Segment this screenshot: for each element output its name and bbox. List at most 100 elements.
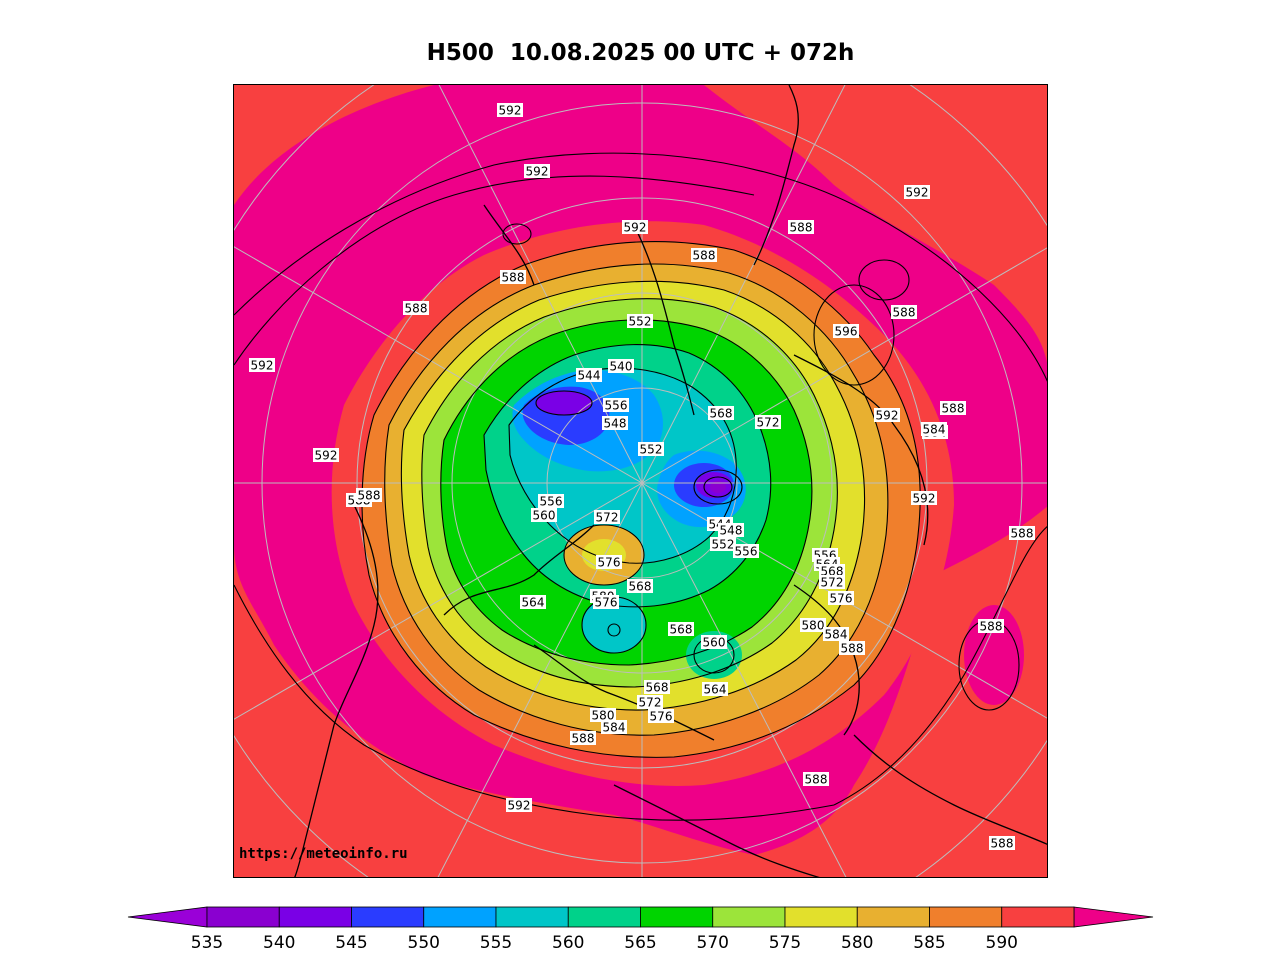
contour-label-text: 592 [526, 165, 549, 179]
contour-label: 592 [313, 448, 339, 463]
contour-label-text: 584 [825, 628, 848, 642]
contour-label-text: 588 [358, 489, 381, 503]
colorbar-bin [424, 907, 496, 927]
colorbar-bin [857, 907, 929, 927]
contour-label: 564 [702, 682, 728, 697]
contour-label-text: 560 [533, 509, 556, 523]
contour-label-text: 588 [980, 620, 1003, 634]
contour-label-text: 552 [712, 538, 735, 552]
contour-label-text: 588 [1011, 527, 1034, 541]
contour-label-text: 588 [572, 732, 595, 746]
colorbar-tick-label: 555 [480, 933, 512, 953]
contour-label-text: 564 [522, 596, 545, 610]
contour-label-text: 568 [646, 681, 669, 695]
contour-label: 564 [520, 595, 546, 610]
contour-label-text: 552 [640, 443, 663, 457]
contour-label: 552 [627, 314, 653, 329]
contour-label-text: 592 [251, 359, 274, 373]
contour-label: 576 [648, 709, 674, 724]
contour-label: 548 [718, 523, 744, 538]
colorbar-bin [568, 907, 640, 927]
contour-label: 580 [800, 618, 826, 633]
contour-label: 584 [823, 627, 849, 642]
contour-label-text: 556 [735, 545, 758, 559]
contour-label: 560 [531, 508, 557, 523]
contour-label-text: 588 [841, 642, 864, 656]
contour-label: 572 [755, 415, 781, 430]
contour-label: 556 [538, 494, 564, 509]
colorbar-bin [1002, 907, 1074, 927]
colorbar-tick-label: 550 [408, 933, 440, 953]
colorbar-tick-label: 570 [697, 933, 729, 953]
colorbar-under-arrow [128, 907, 207, 927]
colorbar-tick-label: 560 [552, 933, 584, 953]
colorbar-bin [785, 907, 857, 927]
contour-label: 556 [733, 544, 759, 559]
contour-label-text: 588 [991, 837, 1014, 851]
contour-label: 588 [978, 619, 1004, 634]
contour-label-text: 572 [821, 576, 844, 590]
contour-label: 548 [602, 416, 628, 431]
contour-label: 592 [524, 164, 550, 179]
contour-label-text: 548 [720, 524, 743, 538]
contour-label: 568 [668, 622, 694, 637]
contour-label-text: 576 [595, 596, 618, 610]
contour-label-text: 564 [704, 683, 727, 697]
contour-label-text: 588 [790, 221, 813, 235]
contour-label: 552 [638, 442, 664, 457]
contour-label-text: 588 [893, 306, 916, 320]
contour-label-text: 576 [598, 556, 621, 570]
contour-label-text: 592 [876, 409, 899, 423]
colorbar-bin [352, 907, 424, 927]
contour-label: 552 [710, 537, 736, 552]
contour-label: 592 [249, 358, 275, 373]
contour-label-text: 576 [650, 710, 673, 724]
contour-label: 576 [828, 591, 854, 606]
contour-label-text: 544 [578, 369, 601, 383]
contour-label: 588 [570, 731, 596, 746]
contour-label-text: 588 [405, 302, 428, 316]
colorbar-tick-label: 535 [191, 933, 223, 953]
contour-label: 572 [594, 510, 620, 525]
contour-label-text: 576 [830, 592, 853, 606]
contour-label: 576 [596, 555, 622, 570]
contour-label: 572 [637, 695, 663, 710]
contour-label: 560 [701, 635, 727, 650]
contour-label-text: 556 [540, 495, 563, 509]
colorbar-over-arrow [1074, 907, 1153, 927]
colorbar-tick-label: 585 [913, 933, 945, 953]
colorbar-bin [279, 907, 351, 927]
geopotential-map: 5925925885925885925925885885925845565525… [233, 84, 1048, 878]
contour-label: 540 [608, 359, 634, 374]
contour-label-text: 568 [710, 407, 733, 421]
contour-label: 588 [788, 220, 814, 235]
contour-label-text: 548 [604, 417, 627, 431]
contour-label-text: 580 [802, 619, 825, 633]
contour-label: 588 [803, 772, 829, 787]
contour-label: 588 [891, 305, 917, 320]
contour-label-text: 592 [499, 104, 522, 118]
contour-label: 596 [833, 324, 859, 339]
contour-label: 588 [403, 301, 429, 316]
colorbar-tick-label: 545 [335, 933, 367, 953]
contour-label-text: 568 [670, 623, 693, 637]
contour-label-text: 572 [757, 416, 780, 430]
contour-label: 588 [691, 248, 717, 263]
contour-label-text: 540 [610, 360, 633, 374]
contour-label: 592 [497, 103, 523, 118]
contour-label: 588 [1009, 526, 1035, 541]
contour-label: 592 [506, 798, 532, 813]
contour-label: 584 [921, 422, 947, 437]
contour-label: 592 [874, 408, 900, 423]
contour-label-text: 584 [603, 721, 626, 735]
contour-label-text: 572 [596, 511, 619, 525]
colorbar: 535 540 545 550 555 560 565 570 575 580 585 590 [0, 900, 1281, 963]
contour-label-text: 560 [703, 636, 726, 650]
colorbar-bin [207, 907, 279, 927]
colorbar-tick-labels: 535 540 545 550 555 560 565 570 575 580 585 590 [191, 933, 1018, 953]
colorbar-tick-label: 590 [986, 933, 1018, 953]
contour-label-text: 596 [835, 325, 858, 339]
contour-label: 592 [911, 491, 937, 506]
contour-label: 588 [356, 488, 382, 503]
contour-label-text: 552 [629, 315, 652, 329]
